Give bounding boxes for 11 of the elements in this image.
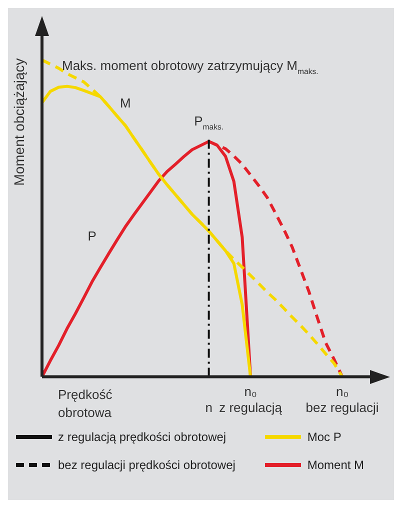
x-axis-title: Prędkość obrotowa bbox=[58, 386, 113, 420]
legend-label: Moc P bbox=[307, 430, 342, 444]
annotation: P bbox=[88, 228, 96, 244]
x-tick-label: n bbox=[205, 400, 212, 415]
annotation: M bbox=[120, 96, 131, 111]
legend-label: Moment M bbox=[307, 458, 364, 472]
text: z regulacją prędkości obrotowej bbox=[58, 430, 226, 444]
x-tick-label: n₀ z regulacją bbox=[219, 384, 283, 415]
x-tick-label: n₀ bez regulacji bbox=[306, 384, 379, 415]
text: bez regulacji prędkości obrotowej bbox=[58, 458, 236, 472]
y-axis-title: Moment obciążający bbox=[11, 58, 27, 186]
